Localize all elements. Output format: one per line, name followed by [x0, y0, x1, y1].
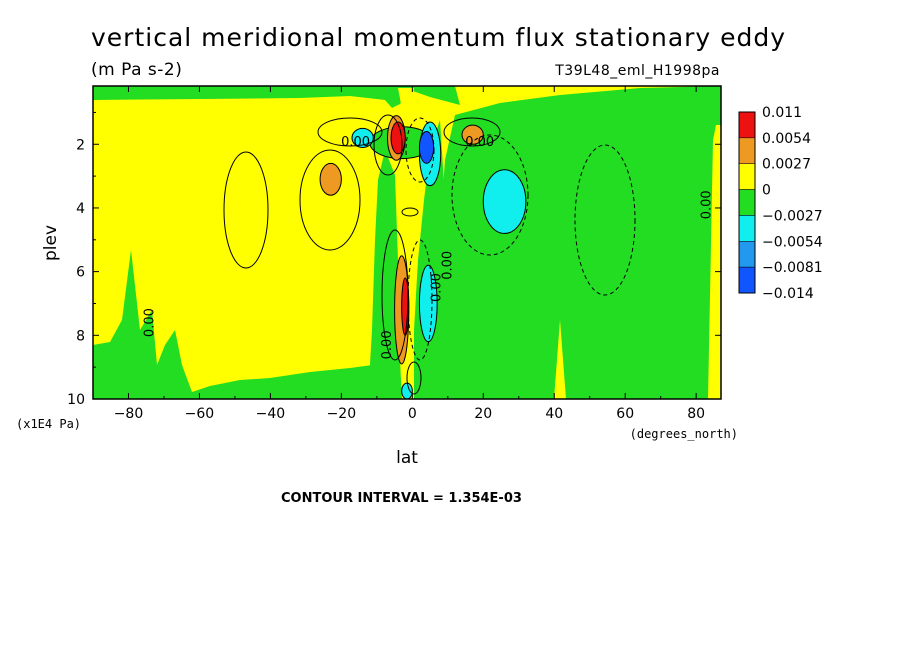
contour-line — [451, 134, 529, 256]
x-tick-label: −60 — [185, 406, 215, 422]
anomaly-cell-orange — [461, 124, 484, 145]
contour-label: 0.00 — [142, 308, 157, 337]
region-green-south-lower — [93, 250, 385, 399]
colorbar-label: 0.0027 — [762, 157, 811, 173]
colorbar-label: −0.0027 — [762, 208, 823, 224]
colorbar-label: −0.0054 — [762, 234, 823, 250]
y-tick-label: 8 — [76, 328, 85, 344]
contour-line — [407, 239, 433, 361]
contour-line — [443, 117, 501, 147]
contour-line — [406, 361, 422, 395]
x-unit-label: (degrees_north) — [630, 427, 738, 441]
contour-line — [381, 229, 409, 361]
colorbar-swatch — [738, 163, 756, 190]
units-label: (m Pa s-2) — [91, 60, 182, 80]
x-tick-label: 80 — [687, 406, 705, 422]
contour-label: 0.00 — [440, 251, 455, 280]
y-tick-label: 6 — [76, 265, 85, 281]
anomaly-cell-green — [387, 398, 395, 399]
y-tick-label: 10 — [67, 392, 85, 408]
x-tick-label: 60 — [616, 406, 634, 422]
colorbar-label: 0.011 — [762, 105, 802, 121]
contour-label: 0.00 — [430, 273, 445, 302]
colorbar-swatch — [738, 111, 756, 139]
colorbar-label: 0 — [762, 183, 771, 199]
anomaly-cells — [129, 115, 527, 399]
y-axis-label: plev — [41, 225, 61, 261]
x-tick-label: −20 — [327, 406, 357, 422]
contour-label: 0.00 — [699, 190, 714, 219]
contour-lines — [223, 114, 636, 395]
chart-title: vertical meridional momentum flux statio… — [91, 23, 786, 52]
contour-labels: 0.00 0.000.000.000.000.000.00 — [142, 135, 714, 359]
region-green-north — [430, 86, 721, 399]
contour-line — [299, 149, 361, 251]
contour-label: 0.00 — [465, 135, 494, 150]
x-axis-ticks: −80 −60 −40 −20 0 20 40 60 80 — [114, 86, 705, 422]
x-tick-label: −40 — [256, 406, 286, 422]
region-green-equator-left — [368, 150, 402, 399]
anomaly-cell-cyan — [418, 264, 438, 343]
contour-line — [317, 117, 383, 147]
plot-frame — [92, 85, 722, 400]
y-tick-label: 4 — [76, 201, 85, 217]
x-tick-label: −80 — [114, 406, 144, 422]
contour-line — [373, 114, 403, 176]
anomaly-cell-cyan — [482, 169, 527, 234]
colorbar-swatch — [738, 241, 756, 268]
contour-line — [574, 144, 636, 296]
x-tick-label: 40 — [545, 406, 563, 422]
anomaly-cell-orange — [319, 162, 342, 196]
region-green-top — [93, 86, 460, 108]
colorbar-swatch — [738, 137, 756, 164]
colorbar-label: −0.014 — [762, 286, 814, 302]
anomaly-cell-cyan — [351, 127, 374, 148]
colorbar-label: −0.0081 — [762, 260, 823, 276]
colorbar-swatch — [738, 189, 756, 216]
region-yellow-spike-88n — [708, 125, 721, 399]
colorbar-legend: 0.011 0.0054 0.0027 0 −0.0027 −0.0054 −0.0081 −… — [738, 105, 823, 302]
colorbar-frame — [738, 111, 756, 294]
region-yellow-equator — [398, 88, 414, 399]
y-tick-label: 2 — [76, 137, 85, 153]
contour-line — [401, 207, 419, 217]
run-label: T39L48_eml_H1998pa — [554, 63, 720, 79]
colorbar-label: 0.0054 — [762, 131, 811, 147]
y-unit-label: (x1E4 Pa) — [16, 417, 81, 431]
x-tick-label: 0 — [408, 406, 417, 422]
contour-line — [223, 151, 269, 269]
colorbar-swatch — [738, 215, 756, 242]
x-axis-label: lat — [396, 448, 418, 468]
anomaly-cell-cyan — [401, 382, 413, 399]
region-yellow-spike-40n — [554, 320, 566, 399]
anomaly-cell-red — [390, 121, 406, 155]
contour-label: 0.00 — [380, 330, 395, 359]
x-tick-label: 20 — [474, 406, 492, 422]
contour-line — [405, 117, 435, 183]
colorbar-swatch — [738, 266, 756, 294]
y-axis-ticks: 2 4 6 8 10 — [67, 111, 721, 408]
contour-interval-note: CONTOUR INTERVAL = 1.354E-03 — [281, 491, 522, 506]
plot-area: 0.00 0.000.000.000.000.000.00 — [93, 86, 721, 399]
anomaly-cell-blue — [418, 131, 435, 164]
contour-label: 0.00 — [341, 135, 370, 150]
